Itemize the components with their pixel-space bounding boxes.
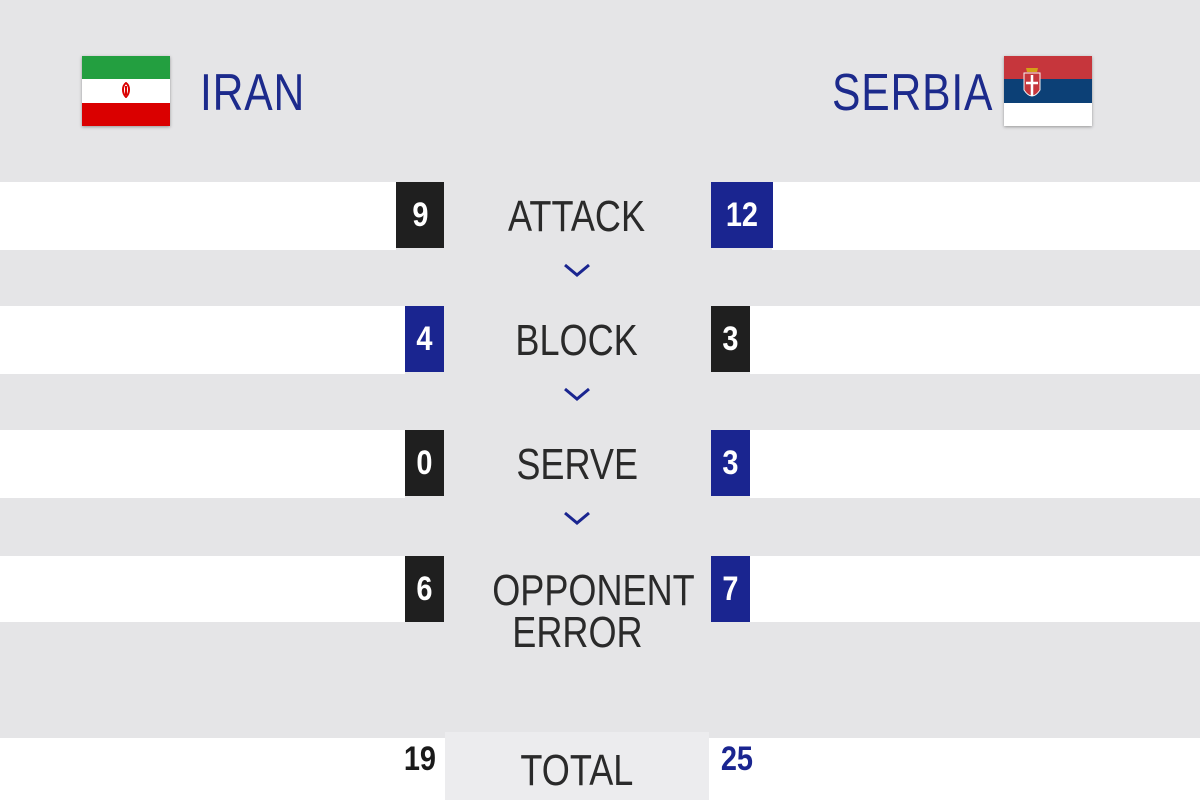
stat-bar-left [0,556,405,622]
total-right-value: 25 [720,740,753,778]
team-right-name: SERBIA [832,64,994,122]
emblem-icon [120,82,132,99]
chevron-down-icon[interactable] [562,262,592,278]
stat-label: ATTACK [508,192,646,241]
stat-bar-left [0,430,405,498]
stat-right-value: 12 [711,182,773,248]
chevron-down-icon[interactable] [562,386,592,402]
stat-bar-right [772,182,1200,250]
stat-left-value: 6 [405,556,444,622]
iran-flag [82,56,170,126]
stat-bar-left [0,182,396,250]
stat-bar-right [750,556,1200,622]
chevron-down-icon[interactable] [562,510,592,526]
stat-label: SERVE [516,440,638,489]
stat-label: OPPONENT ERROR [492,566,695,657]
stat-right-value: 3 [711,306,750,372]
total-bar-right [709,738,1200,800]
total-label: TOTAL [520,746,634,795]
stat-left-value: 0 [405,430,444,496]
stat-label: BLOCK [515,316,639,365]
total-band [445,732,709,800]
stat-bar-left [0,306,405,374]
total-bar-left [0,738,445,800]
serbia-flag [1004,56,1092,126]
stat-bar-right [750,430,1200,498]
stat-left-value: 4 [405,306,444,372]
stat-right-value: 3 [711,430,750,496]
coat-of-arms-icon [1022,66,1042,106]
team-left-name: IRAN [200,64,306,122]
stat-right-value: 7 [711,556,750,622]
stat-left-value: 9 [396,182,444,248]
stat-bar-right [750,306,1200,374]
total-left-value: 19 [403,740,436,778]
